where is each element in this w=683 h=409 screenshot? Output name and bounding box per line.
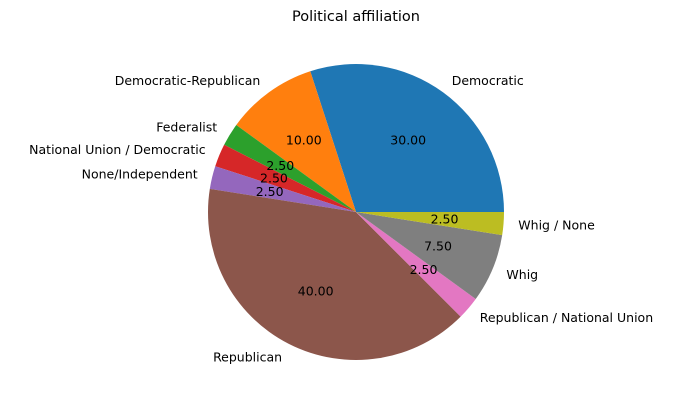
label-national-union-democratic: National Union / Democratic	[29, 142, 206, 157]
label-democratic: Democratic	[452, 73, 524, 88]
label-whig-none: Whig / None	[518, 217, 595, 232]
slice-whig	[356, 212, 503, 299]
value-label-democratic-republican: 10.00	[286, 133, 322, 148]
label-whig: Whig	[506, 267, 538, 282]
label-republican-national-union: Republican / National Union	[480, 310, 653, 325]
slice-whig-none	[356, 212, 504, 236]
value-label-federalist: 2.50	[266, 158, 294, 173]
slice-democratic	[310, 63, 504, 213]
value-label-national-union-democratic: 2.50	[260, 171, 288, 186]
value-label-whig-none: 2.50	[431, 211, 459, 226]
label-republican: Republican	[213, 350, 282, 365]
value-label-democratic: 30.00	[390, 133, 426, 148]
slice-republican	[207, 188, 461, 360]
slice-federalist	[224, 125, 356, 212]
value-label-republican-national-union: 2.50	[410, 262, 438, 277]
pie-slices	[207, 63, 504, 360]
slice-none-independent	[209, 166, 356, 212]
chart-title: Political affiliation	[292, 9, 420, 25]
value-label-whig: 7.50	[424, 238, 452, 253]
slice-democratic-republican	[236, 71, 356, 213]
slice-national-union-democratic	[215, 144, 356, 212]
category-labels: Democratic Democratic-Republican Federalis…	[29, 73, 653, 365]
slice-republican-national-union	[356, 212, 476, 317]
label-democratic-republican: Democratic-Republican	[115, 73, 261, 88]
value-label-none-independent: 2.50	[256, 184, 284, 199]
value-label-republican: 40.00	[298, 284, 334, 299]
label-none-independent: None/Independent	[82, 167, 198, 182]
label-federalist: Federalist	[156, 119, 217, 134]
